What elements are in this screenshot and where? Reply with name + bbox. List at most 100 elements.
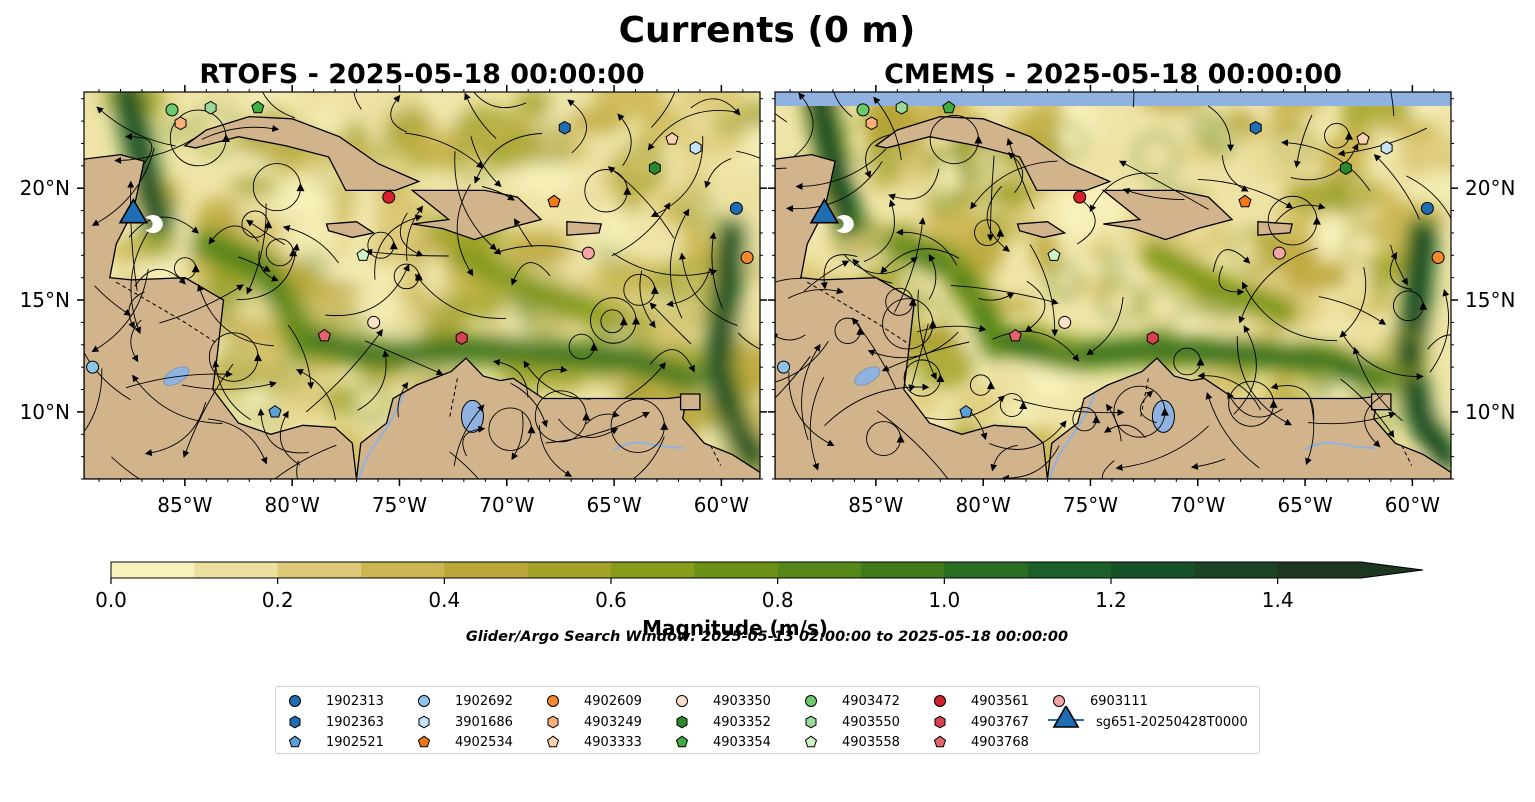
colorbar-bin (277, 562, 362, 578)
colorbar-bin (527, 562, 612, 578)
legend-marker-icon (289, 715, 301, 728)
legend-marker-icon (1053, 695, 1065, 707)
legend-label: 1902692 (455, 694, 513, 709)
axis-layer: 85°W 80°W 75°W 70°W 65°W 60°W 20°N 15°N 10°N 85°W… (20, 85, 1515, 517)
marker-sg651-20250428T0000 (1052, 705, 1080, 728)
marker-4903352 (1339, 161, 1352, 175)
marker-4903767 (455, 331, 468, 345)
colorbar-label: Magnitude (m/s) (642, 616, 828, 640)
legend-label: 1902521 (326, 735, 384, 750)
marker-4903352 (648, 161, 661, 175)
colorbar-bin (861, 562, 945, 578)
colorbar-bin (1194, 562, 1279, 578)
legend-label: 4903249 (584, 714, 642, 730)
legend-marker-icon (934, 695, 946, 707)
x-tick-label: 65°W (586, 493, 641, 517)
colorbar-bin (444, 562, 529, 578)
streamline-layer (775, 92, 1451, 479)
marker-4902534 (417, 735, 431, 748)
marker-4903333 (665, 132, 679, 145)
marker-1902692 (86, 360, 100, 374)
marker-4902609 (547, 695, 559, 707)
legend-marker-icon (1048, 705, 1084, 728)
legend-marker-icon (934, 715, 946, 728)
marker-4903354 (251, 100, 265, 114)
rtofs-map-panel (84, 92, 760, 479)
streamline-layer (84, 92, 760, 479)
marker-1902521 (268, 404, 282, 418)
x-tick-label: 70°W (1170, 493, 1225, 517)
marker-1902692 (777, 360, 791, 374)
marker-3901686 (418, 715, 430, 728)
legend-label: 4903768 (971, 735, 1029, 750)
legend-marker-icon (933, 735, 947, 748)
marker-4903550 (895, 100, 908, 115)
left-panel-frame (83, 91, 761, 480)
marker-4903472 (856, 103, 870, 117)
x-tick-label: 85°W (157, 493, 212, 517)
marker-1902521 (959, 404, 973, 418)
legend-marker-icon (546, 735, 560, 748)
legend-marker-icon (418, 715, 430, 728)
colorbar-bin (361, 562, 445, 578)
y-tick-label: 10°N (20, 400, 70, 424)
colorbar-bin (611, 562, 695, 578)
float-marker-layer (86, 100, 754, 418)
marker-4903249 (547, 715, 559, 728)
legend-marker-icon (417, 735, 431, 748)
land-mass-layer (775, 115, 1451, 479)
y-tick-label: 10°N (1465, 400, 1515, 424)
marker-4903350 (1058, 315, 1072, 329)
marker-6903111 (1272, 246, 1286, 260)
float-marker-layer (777, 100, 1445, 418)
marker-4903561 (934, 695, 946, 707)
marker-4902534 (547, 194, 561, 208)
marker-1902363 (558, 120, 571, 135)
y-tick-label: 20°N (1465, 176, 1515, 200)
marker-3901686 (1380, 141, 1393, 155)
colorbar-bin (194, 562, 279, 578)
marker-4903352 (676, 715, 688, 728)
colorbar-bin (111, 562, 195, 578)
colorbar-tick-label: 0.2 (262, 588, 294, 612)
marker-4903350 (676, 695, 688, 707)
legend-marker-icon (675, 735, 689, 748)
marker-4903249 (865, 116, 878, 131)
legend-marker-icon (805, 715, 817, 728)
legend-marker-icon (547, 715, 559, 728)
legend-marker-icon (289, 695, 301, 707)
x-tick-label: 60°W (694, 493, 749, 517)
x-tick-label: 75°W (1063, 493, 1118, 517)
legend-marker-icon (418, 695, 430, 707)
colorbar-tick-label: 0.6 (595, 588, 627, 612)
legend-label: 3901686 (455, 714, 513, 730)
no-data-band (775, 92, 1451, 106)
legend: 1902313 1902363 1902521 1902692 3901686 49025… (275, 686, 1260, 754)
marker-4903333 (546, 735, 560, 748)
x-tick-label: 65°W (1277, 493, 1332, 517)
marker-1902313 (289, 695, 301, 707)
marker-1902363 (289, 715, 301, 728)
marker-1902313 (729, 201, 743, 215)
legend-label: 4903333 (584, 735, 642, 750)
marker-3901686 (689, 141, 702, 155)
legend-label: 4903767 (971, 714, 1029, 730)
marker-4903561 (382, 190, 396, 204)
marker-1902692 (418, 695, 430, 707)
x-tick-label: 85°W (848, 493, 903, 517)
marker-4903550 (805, 715, 817, 728)
legend-marker-icon (676, 695, 688, 707)
colorbar-bin (1277, 562, 1362, 578)
y-tick-label: 15°N (1465, 288, 1515, 312)
x-tick-label: 70°W (479, 493, 534, 517)
legend-marker-icon (676, 715, 688, 728)
marker-4902609 (740, 251, 754, 265)
x-tick-label: 80°W (265, 493, 320, 517)
colorbar-tick-label: 0.0 (95, 588, 127, 612)
colorbar: 0.0 0.2 0.4 0.6 0.8 1.0 1.2 1.4 (95, 561, 1424, 612)
marker-1902313 (1420, 201, 1434, 215)
legend-marker-icon (805, 695, 817, 707)
y-tick-label: 15°N (20, 288, 70, 312)
colorbar-tick-label: 0.4 (428, 588, 460, 612)
right-panel-frame (774, 91, 1452, 480)
